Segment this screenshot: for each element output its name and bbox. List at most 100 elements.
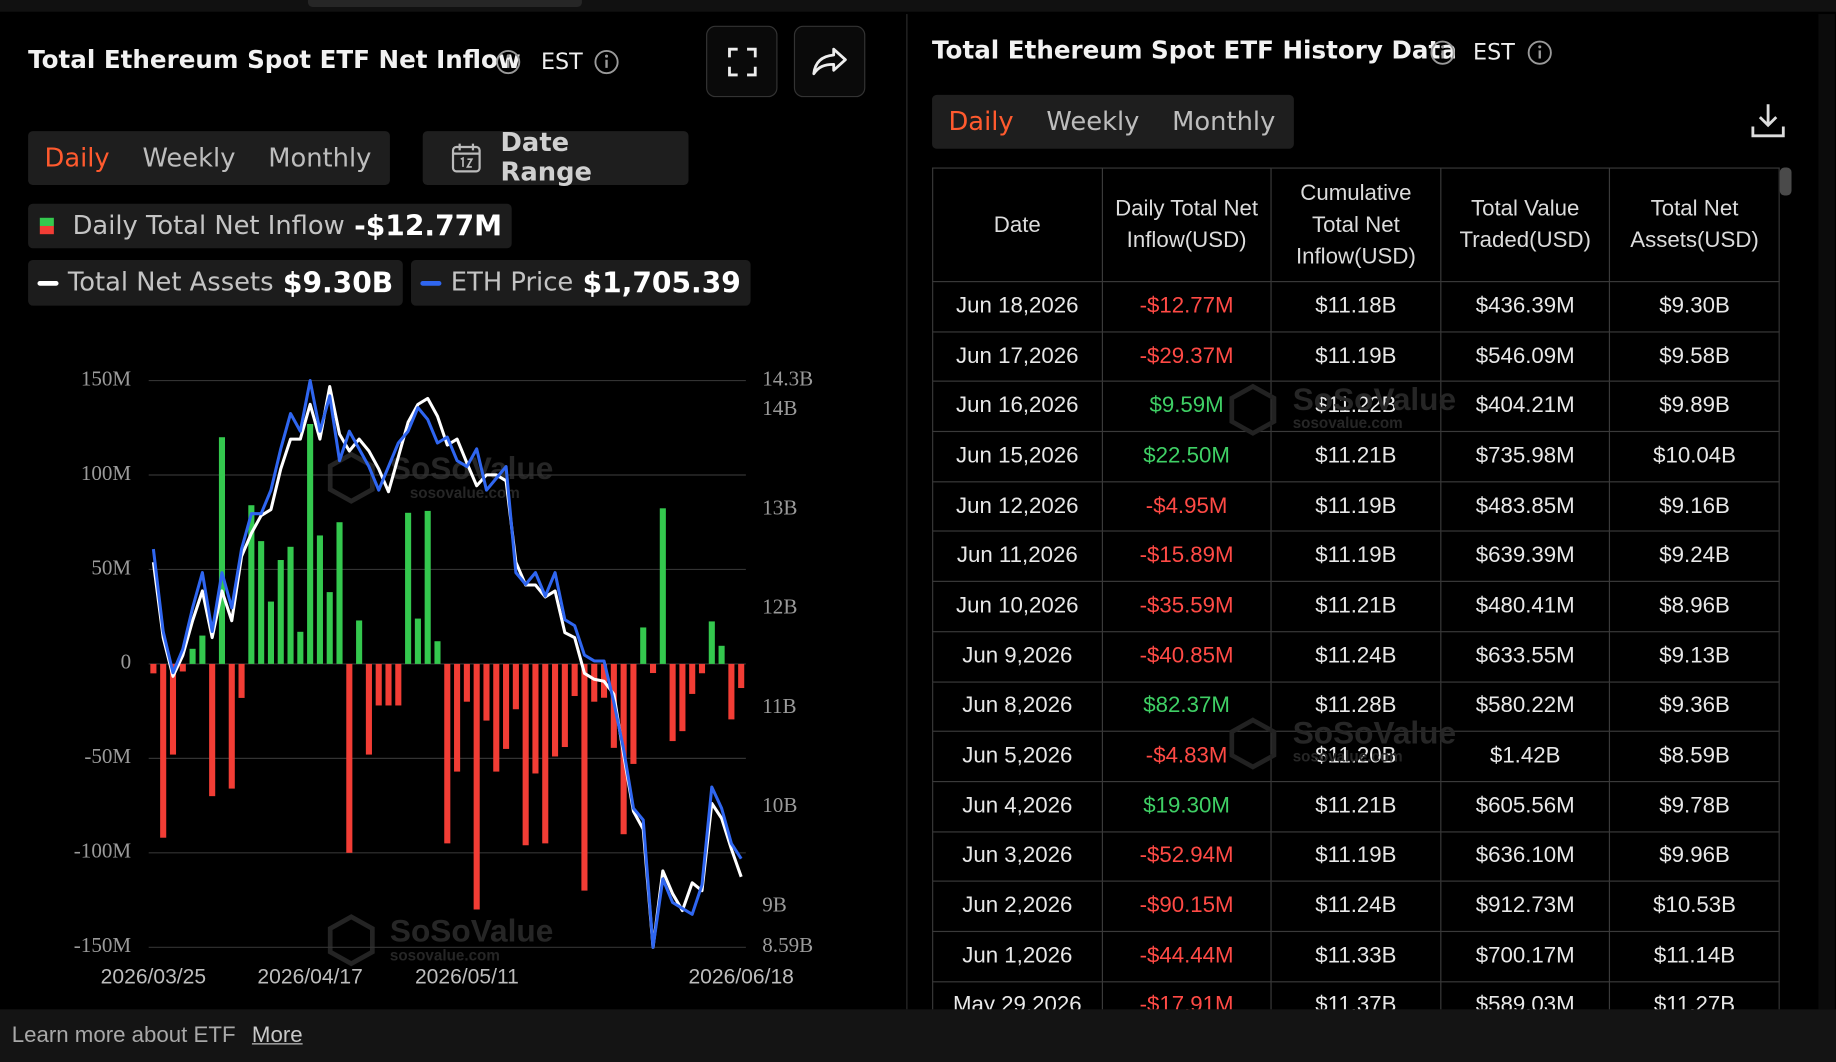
share-button[interactable] (793, 25, 866, 98)
bar (532, 663, 539, 774)
legend-item[interactable]: ETH Price $1,705.39 (410, 259, 751, 306)
value-cell: $9.96B (1609, 831, 1780, 882)
table-scrollbar[interactable] (1779, 167, 1792, 196)
value-cell: $483.85M (1440, 481, 1611, 533)
chart-title: Total Ethereum Spot ETF Net Inflow (28, 45, 521, 74)
bar (728, 663, 735, 720)
tab[interactable]: Monthly (268, 143, 372, 173)
bar (434, 641, 441, 664)
bar (248, 505, 255, 664)
value-cell: $11.37B (1271, 981, 1442, 1010)
y2-tick-label: 12B (762, 595, 797, 619)
download-button[interactable] (1748, 101, 1788, 141)
info-icon[interactable] (1527, 40, 1553, 66)
bar (571, 663, 578, 697)
value-cell: $9.13B (1609, 631, 1780, 683)
date-range-button[interactable]: Date Range (422, 129, 689, 187)
table-container: Date Daily Total Net Inflow(USD) Cumulativ… (932, 167, 1780, 1010)
bar (698, 663, 706, 674)
value-cell: -$17.91M (1101, 981, 1272, 1010)
bar (552, 663, 559, 757)
value-cell: $8.96B (1609, 581, 1780, 633)
table-row: Jun 12,2026 -$4.95M $11.19B $483.85M $9.16B (932, 481, 1780, 533)
tab[interactable]: Weekly (142, 143, 236, 173)
value-cell: $10.53B (1609, 881, 1780, 932)
fullscreen-button[interactable] (706, 25, 778, 98)
bar (414, 618, 421, 664)
value-cell: $19.30M (1101, 781, 1272, 833)
value-cell: $11.19B (1271, 531, 1442, 583)
tab[interactable]: Monthly (1172, 107, 1276, 137)
info-icon[interactable] (1430, 40, 1456, 66)
bar (444, 663, 451, 844)
date-cell: Jun 16,2026 (932, 381, 1103, 433)
column-header: Total Net Assets(USD) (1609, 167, 1780, 283)
table-row: Jun 4,2026 $19.30M $11.21B $605.56M $9.78B (932, 781, 1780, 833)
date-cell: Jun 18,2026 (932, 281, 1103, 333)
bar (640, 627, 647, 664)
bar (483, 663, 490, 721)
date-cell: Jun 8,2026 (932, 681, 1103, 733)
value-cell: -$15.89M (1101, 531, 1272, 583)
bar (326, 592, 333, 664)
history-table: Date Daily Total Net Inflow(USD) Cumulativ… (932, 167, 1780, 1010)
value-cell: $9.89B (1609, 381, 1780, 433)
swatch-down (39, 225, 54, 235)
value-cell: $9.24B (1609, 531, 1780, 583)
y-tick-label: -100M (74, 839, 132, 863)
value-cell: -$44.44M (1101, 931, 1272, 982)
bar (708, 621, 715, 664)
tab[interactable]: Daily (44, 143, 110, 173)
x-tick-label: 2026/06/18 (688, 965, 793, 988)
value-cell: $11.22B (1271, 381, 1442, 433)
chart: SoSoValue sosovalue.com SoSoValue sosova… (74, 366, 813, 988)
value-cell: $82.37M (1101, 681, 1272, 733)
bar (307, 423, 314, 664)
more-link[interactable]: More (251, 1022, 303, 1048)
bar (689, 663, 696, 694)
bar (522, 663, 529, 846)
value-cell: -$40.85M (1101, 631, 1272, 683)
legend-item[interactable]: Total Net Assets $9.30B (28, 259, 403, 306)
legend-swatch (420, 280, 442, 286)
legend-label: Daily Total Net Inflow (72, 211, 345, 241)
table-row: Jun 15,2026 $22.50M $11.21B $735.98M $10.04B (932, 431, 1780, 483)
bar (718, 645, 725, 664)
bar (669, 663, 676, 742)
value-cell: $636.10M (1440, 831, 1611, 882)
watermark-url: sosovalue.com (410, 485, 520, 502)
tab[interactable]: Weekly (1046, 107, 1140, 137)
bar (424, 510, 431, 664)
y-tick-label: 50M (91, 555, 131, 579)
share-icon (811, 47, 847, 75)
y-tick-label: -50M (84, 744, 131, 768)
value-cell: $11.27B (1609, 981, 1780, 1010)
y2-tick-label: 13B (762, 495, 797, 519)
bar (581, 663, 588, 891)
top-tab[interactable] (307, 0, 582, 8)
y-tick-label: 100M (81, 461, 132, 485)
date-cell: Jun 3,2026 (932, 831, 1103, 882)
table-row: Jun 5,2026 -$4.83M $11.20B $1.42B $8.59B (932, 731, 1780, 783)
footer: Learn more about ETF More (0, 1009, 1836, 1062)
legend-item[interactable]: Daily Total Net Inflow -$12.77M (28, 203, 512, 249)
info-icon[interactable] (495, 49, 521, 75)
legend-value: -$12.77M (354, 209, 503, 243)
value-cell: $9.16B (1609, 481, 1780, 533)
date-cell: Jun 2,2026 (932, 881, 1103, 932)
bar (238, 663, 245, 698)
legend-label: ETH Price (450, 268, 574, 298)
value-cell: $11.24B (1271, 881, 1442, 932)
value-cell: $912.73M (1440, 881, 1611, 932)
bar (297, 631, 304, 664)
value-cell: $11.33B (1271, 931, 1442, 982)
value-cell: $700.17M (1440, 931, 1611, 982)
bar (405, 512, 412, 664)
info-icon[interactable] (594, 49, 620, 75)
bar (209, 663, 216, 797)
y-tick-label: -150M (74, 933, 132, 957)
tab[interactable]: Daily (948, 107, 1014, 137)
table-row: Jun 2,2026 -$90.15M $11.24B $912.73M $10.53B (932, 881, 1780, 932)
